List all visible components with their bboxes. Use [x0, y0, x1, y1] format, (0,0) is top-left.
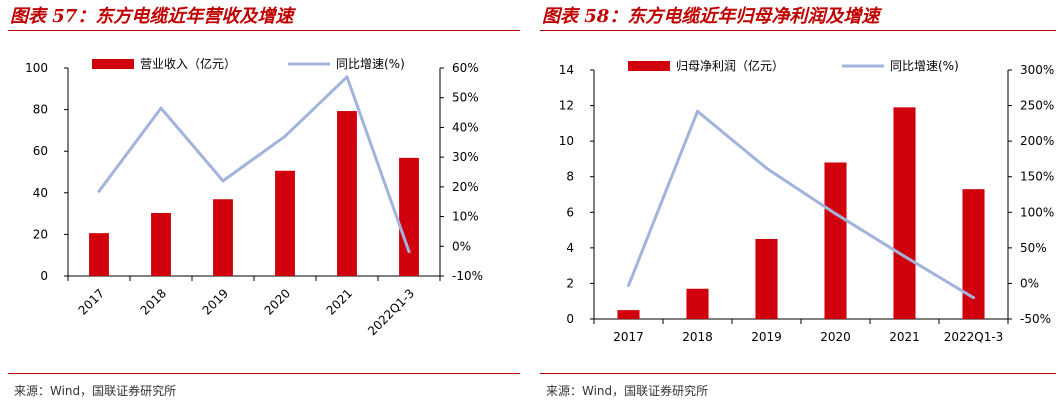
y-right-tick-label: 30%: [452, 150, 479, 164]
source-rule: [8, 373, 520, 374]
y-right-tick-label: 150%: [1020, 170, 1054, 184]
y-right-tick-label: 200%: [1020, 134, 1054, 148]
y-right-tick-label: 0%: [1020, 276, 1039, 290]
growth-point-2018: [159, 106, 163, 110]
y-left-tick-label: 6: [566, 205, 574, 219]
growth-point-2020: [283, 134, 287, 138]
growth-point-2019: [221, 179, 225, 183]
y-left-tick-label: 20: [33, 227, 48, 241]
growth-point-2021: [345, 75, 349, 79]
x-tick-label: 2019: [751, 330, 782, 344]
bar-2022Q1-3: [399, 157, 419, 276]
x-tick-label: 2019: [200, 286, 231, 317]
revenue-growth-chart: 0 20 40 60 80 100 -10% 0% 10% 20% 30% 40% 50% 60% 2017…: [25, 56, 483, 338]
x-tick-label: 2017: [76, 286, 107, 317]
growth-point-2022Q1-3: [972, 296, 975, 300]
y-right-tick-label: 0%: [452, 239, 471, 253]
y-right-tick-label: 60%: [452, 61, 479, 75]
y-right-tick-label: 100%: [1020, 205, 1054, 219]
source-note: 来源：Wind，国联证券研究所: [14, 384, 177, 398]
y-left-tick-label: 14: [559, 63, 574, 77]
growth-point-2017: [97, 189, 101, 193]
bar-2022Q1-3: [962, 189, 985, 319]
y-left-tick-label: 2: [566, 276, 574, 290]
title-rule: [540, 30, 1056, 31]
chart-title: 图表 57：东方电缆近年营收及增速: [10, 6, 294, 27]
legend-bar-label: 归母净利润（亿元）: [676, 58, 784, 73]
bar-2018: [151, 212, 171, 276]
legend-bar-label: 营业收入（亿元）: [140, 56, 236, 71]
y-left-tick-label: 100: [25, 61, 48, 75]
y-right-tick-label: 10%: [452, 210, 479, 224]
y-left-tick-label: 60: [33, 144, 48, 158]
x-tick-label: 2018: [138, 286, 169, 317]
x-tick-label: 2022Q1-3: [365, 286, 417, 338]
x-tick-label: 2020: [262, 286, 293, 317]
x-tick-label: 2022Q1-3: [944, 330, 1004, 344]
bar-2018: [686, 288, 709, 319]
x-tick-label: 2021: [324, 286, 355, 317]
bar-2017: [89, 233, 109, 276]
growth-point-2020: [834, 212, 837, 216]
legend-bar-swatch: [628, 61, 670, 71]
bar-2019: [755, 238, 778, 319]
y-right-tick-label: 250%: [1020, 99, 1054, 113]
y-right-tick-label: -10%: [452, 269, 483, 283]
bar-2020: [824, 162, 847, 319]
x-tick-label: 2018: [682, 330, 713, 344]
y-right-tick-label: 50%: [452, 91, 479, 105]
y-left-tick-label: 0: [40, 269, 48, 283]
title-rule: [8, 30, 520, 31]
legend-bar-swatch: [92, 59, 134, 69]
x-tick-label: 2020: [820, 330, 851, 344]
bar-2021: [893, 107, 916, 319]
growth-line: [627, 109, 975, 299]
growth-point-2019: [765, 166, 768, 170]
y-right-tick-label: 40%: [452, 120, 479, 134]
bar-2020: [275, 170, 295, 276]
source-rule: [540, 373, 1056, 374]
y-left-tick-label: 40: [33, 186, 48, 200]
y-right-tick-label: 50%: [1020, 241, 1047, 255]
source-note: 来源：Wind，国联证券研究所: [546, 384, 709, 398]
y-left-tick-label: 8: [566, 170, 574, 184]
growth-point-2017: [627, 284, 630, 288]
y-left-tick-label: 10: [559, 134, 574, 148]
growth-point-2021: [903, 254, 906, 258]
y-left-tick-label: 4: [566, 241, 574, 255]
y-right-tick-label: -50%: [1020, 312, 1051, 326]
y-left-tick-label: 0: [566, 312, 574, 326]
x-tick-label: 2021: [889, 330, 920, 344]
bar-2019: [213, 199, 233, 276]
legend-line-label: 同比增速(%): [336, 57, 405, 71]
revenue-chart-panel: 图表 57：东方电缆近年营收及增速 0 20 40 60 80 100 -10% 0% 10% 2…: [8, 6, 520, 398]
bar-2021: [337, 111, 357, 276]
net-profit-growth-chart: 0 2 4 6 8 10 12 14 -50% 0% 50% 100% 150% 200% 250% 300%…: [559, 58, 1055, 344]
legend-line-label: 同比增速(%): [890, 59, 959, 73]
x-tick-label: 2017: [613, 330, 644, 344]
growth-line: [97, 75, 411, 253]
net-profit-chart-panel: 图表 58：东方电缆近年归母净利润及增速 0 2 4 6 8 10 12 14 -50% 0% 50…: [532, 0, 1064, 403]
y-left-tick-label: 12: [559, 99, 574, 113]
y-left-tick-label: 80: [33, 103, 48, 117]
y-right-tick-label: 20%: [452, 180, 479, 194]
growth-point-2022Q1-3: [407, 250, 411, 254]
chart-title: 图表 58：东方电缆近年归母净利润及增速: [542, 6, 880, 27]
growth-point-2018: [696, 109, 699, 113]
bar-2017: [617, 310, 640, 319]
y-right-tick-label: 300%: [1020, 63, 1054, 77]
